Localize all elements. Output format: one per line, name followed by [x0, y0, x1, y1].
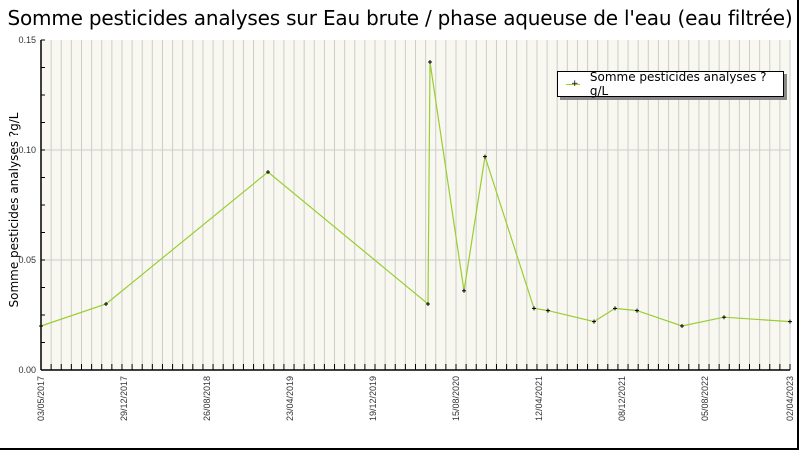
data-series [39, 60, 792, 328]
y-tick-label: 0.15 [18, 35, 36, 45]
x-tick-label: 03/05/2017 [36, 376, 46, 421]
x-tick-label: 08/12/2021 [617, 376, 627, 421]
y-tick-label: 0.00 [18, 365, 36, 375]
chart-title: Somme pesticides analyses sur Eau brute … [7, 6, 793, 30]
x-tick-label: 23/04/2019 [285, 376, 295, 421]
x-tick-label: 19/12/2019 [368, 376, 378, 421]
x-tick-label: 26/08/2018 [202, 376, 212, 421]
x-tick-label: 05/08/2022 [700, 376, 710, 421]
legend: + Somme pesticides analyses ?g/L [557, 70, 784, 98]
tick-labels: 0.00 0.05 0.10 0.15 03/05/2017 29/12/2017 26/0… [18, 35, 795, 421]
y-tick-label: 0.05 [18, 255, 36, 265]
x-tick-label: 02/04/2023 [785, 376, 795, 421]
x-tick-label: 15/08/2020 [451, 376, 461, 421]
x-tick-label: 12/04/2021 [534, 376, 544, 421]
x-tick-label: 29/12/2017 [119, 376, 129, 421]
legend-marker-icon: + [566, 79, 580, 89]
legend-label: Somme pesticides analyses ?g/L [589, 70, 767, 98]
y-tick-label: 0.10 [18, 145, 36, 155]
axes [40, 39, 791, 371]
